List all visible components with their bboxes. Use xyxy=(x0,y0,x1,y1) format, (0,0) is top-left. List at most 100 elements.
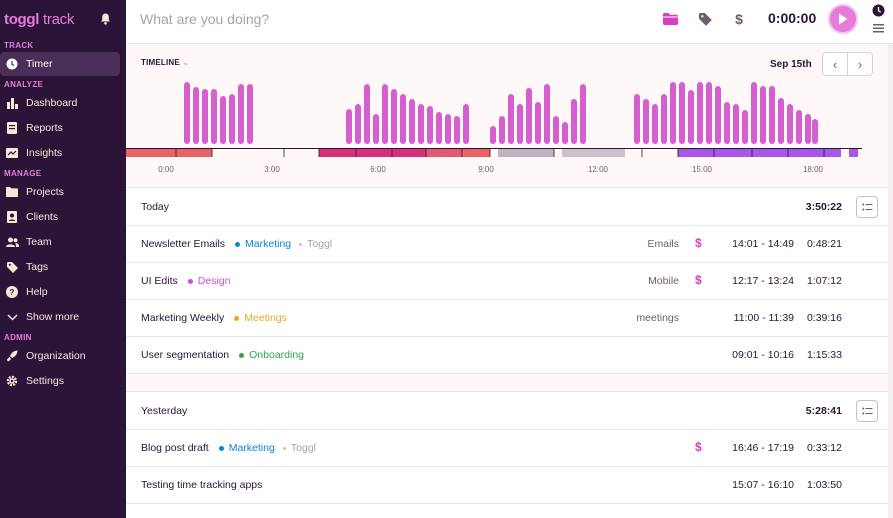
entry-project[interactable]: Marketing Toggl xyxy=(235,238,332,250)
time-entry-row[interactable]: Testing time tracking apps 15:07 - 16:10 1… xyxy=(126,467,888,504)
timeline-entry-segment[interactable] xyxy=(426,148,462,157)
folder-icon xyxy=(4,184,20,200)
sidebar-item-label: Tags xyxy=(26,261,49,273)
timeline-hour-label: 15:00 xyxy=(692,165,713,174)
entry-time-range[interactable]: 09:01 - 10:16 xyxy=(732,349,794,361)
sidebar-item-dashboard[interactable]: Dashboard xyxy=(0,91,120,115)
entry-description[interactable]: Blog post draft xyxy=(141,442,209,454)
start-timer-button[interactable] xyxy=(828,4,858,34)
sidebar-item-team[interactable]: Team xyxy=(0,230,120,254)
timeline-next-button[interactable]: › xyxy=(847,52,873,76)
entry-description[interactable]: User segmentation xyxy=(141,349,230,361)
group-total-duration: 5:28:41 xyxy=(805,405,842,417)
entry-duration[interactable]: 0:48:21 xyxy=(806,238,842,250)
timeline-activity-bar xyxy=(715,86,721,144)
sidebar-item-tags[interactable]: Tags xyxy=(0,255,120,279)
timeline-entry-segment[interactable] xyxy=(498,148,520,157)
sidebar-item-clients[interactable]: Clients xyxy=(0,205,120,229)
entry-duration[interactable]: 1:07:12 xyxy=(806,275,842,287)
timeline-entry-segment[interactable] xyxy=(596,148,625,157)
manual-mode-list-icon[interactable] xyxy=(870,18,886,38)
timeline-activity-bar xyxy=(580,84,586,144)
timeline-activity-bar xyxy=(355,104,361,144)
timeline-activity-bar xyxy=(391,89,397,144)
timeline-entry-segment[interactable] xyxy=(678,148,714,157)
timeline-toggle[interactable]: TIMELINE ⌄ xyxy=(141,58,190,67)
timeline-entry-segment[interactable] xyxy=(562,148,596,157)
timeline-entry-segment[interactable] xyxy=(520,148,554,157)
entry-description[interactable]: Testing time tracking apps xyxy=(141,479,263,491)
billable-dollar-icon[interactable]: $ xyxy=(695,273,702,287)
sidebar-item-reports[interactable]: Reports xyxy=(0,116,120,140)
entry-tag[interactable]: Mobile xyxy=(648,275,679,287)
sidebar-item-timer[interactable]: Timer xyxy=(0,52,120,76)
bell-icon[interactable] xyxy=(98,12,112,26)
timeline-entry-segment[interactable] xyxy=(176,148,212,157)
sidebar-item-label: Clients xyxy=(26,211,59,223)
time-entry-row[interactable]: User segmentation Onboarding 09:01 - 10:16… xyxy=(126,337,888,374)
entry-duration[interactable]: 0:33:12 xyxy=(806,442,842,454)
sidebar-item-label: Settings xyxy=(26,375,64,387)
entry-tag[interactable]: Emails xyxy=(647,238,679,250)
project-name: Design xyxy=(197,275,231,287)
entry-time-range[interactable]: 12:17 - 13:24 xyxy=(732,275,794,287)
entry-duration[interactable]: 1:03:50 xyxy=(806,479,842,491)
timeline-entry-segment[interactable] xyxy=(849,148,858,157)
timer-mode-clock-icon[interactable] xyxy=(870,2,886,18)
billable-dollar-icon[interactable]: $ xyxy=(695,440,702,454)
group-date-title: Today xyxy=(141,201,170,213)
project-name: Marketing xyxy=(228,442,275,454)
timeline-entry-segment[interactable] xyxy=(319,148,356,157)
entry-time-range[interactable]: 15:07 - 16:10 xyxy=(732,479,794,491)
time-entry-row[interactable]: UI Edits Design Mobile $12:17 - 13:24 1:07:1… xyxy=(126,263,888,300)
entry-project[interactable]: Meetings xyxy=(234,312,287,324)
entry-description[interactable]: Marketing Weekly xyxy=(141,312,225,324)
sidebar-item-label: Organization xyxy=(26,350,86,362)
toggl-logo[interactable]: toggl track xyxy=(4,10,75,28)
timeline-activity-bar xyxy=(220,96,226,144)
entry-time-range[interactable]: 14:01 - 14:49 xyxy=(732,238,794,250)
time-entries-list: Today 3:50:22 Newsletter Emails Marketing To… xyxy=(126,188,888,518)
scrollbar[interactable] xyxy=(888,44,893,518)
folder-icon[interactable] xyxy=(661,10,679,28)
entry-project[interactable]: Design xyxy=(187,275,231,287)
bulk-edit-button[interactable] xyxy=(856,196,878,218)
timeline-entry-segment[interactable] xyxy=(356,148,392,157)
time-entry-row[interactable]: Blog post draft Marketing Toggl $16:46 - 17… xyxy=(126,430,888,467)
sidebar-item-settings[interactable]: Settings xyxy=(0,369,120,393)
tag-icon[interactable] xyxy=(696,10,714,28)
timeline-activity-bar xyxy=(454,116,460,144)
timeline-activity-bar xyxy=(652,104,658,144)
time-entry-row[interactable]: Marketing Weekly Meetings meetings 11:00 - … xyxy=(126,300,888,337)
entry-project[interactable]: Marketing Toggl xyxy=(218,442,316,454)
help-icon: ? xyxy=(4,284,20,300)
timeline-entry-segment[interactable] xyxy=(392,148,426,157)
sidebar-item-insights[interactable]: Insights xyxy=(0,141,120,165)
entry-time-range[interactable]: 11:00 - 11:39 xyxy=(733,312,794,324)
sidebar-item-show-more[interactable]: Show more xyxy=(0,305,120,329)
timeline-entry-segment[interactable] xyxy=(788,148,841,157)
timeline-entry-segment[interactable] xyxy=(752,148,788,157)
timeline-entry-segment[interactable] xyxy=(714,148,752,157)
timeline-activity-bar xyxy=(418,104,424,144)
entry-tag[interactable]: meetings xyxy=(636,312,679,324)
entry-duration[interactable]: 1:15:33 xyxy=(806,349,842,361)
timeline-entry-segment[interactable] xyxy=(126,148,176,157)
timeline-activity-bar xyxy=(562,122,568,144)
entry-time-range[interactable]: 16:46 - 17:19 xyxy=(732,442,794,454)
entry-description[interactable]: UI Edits xyxy=(141,275,178,287)
entry-project[interactable]: Onboarding xyxy=(239,349,304,361)
bulk-edit-button[interactable] xyxy=(856,400,878,422)
sidebar-item-organization[interactable]: Organization xyxy=(0,344,120,368)
timeline-activity-bar xyxy=(661,94,667,144)
billable-dollar-icon[interactable]: $ xyxy=(695,236,702,250)
sidebar-item-help[interactable]: ? Help xyxy=(0,280,120,304)
time-entry-row[interactable]: Newsletter Emails Marketing Toggl Emails $14… xyxy=(126,226,888,263)
entry-duration[interactable]: 0:39:16 xyxy=(806,312,842,324)
timeline-entry-segment[interactable] xyxy=(462,148,490,157)
sidebar-item-projects[interactable]: Projects xyxy=(0,180,120,204)
billable-dollar-icon[interactable]: $ xyxy=(735,11,743,27)
timeline-hour-label: 0:00 xyxy=(158,165,174,174)
description-input[interactable] xyxy=(140,10,640,28)
entry-description[interactable]: Newsletter Emails xyxy=(141,238,226,250)
